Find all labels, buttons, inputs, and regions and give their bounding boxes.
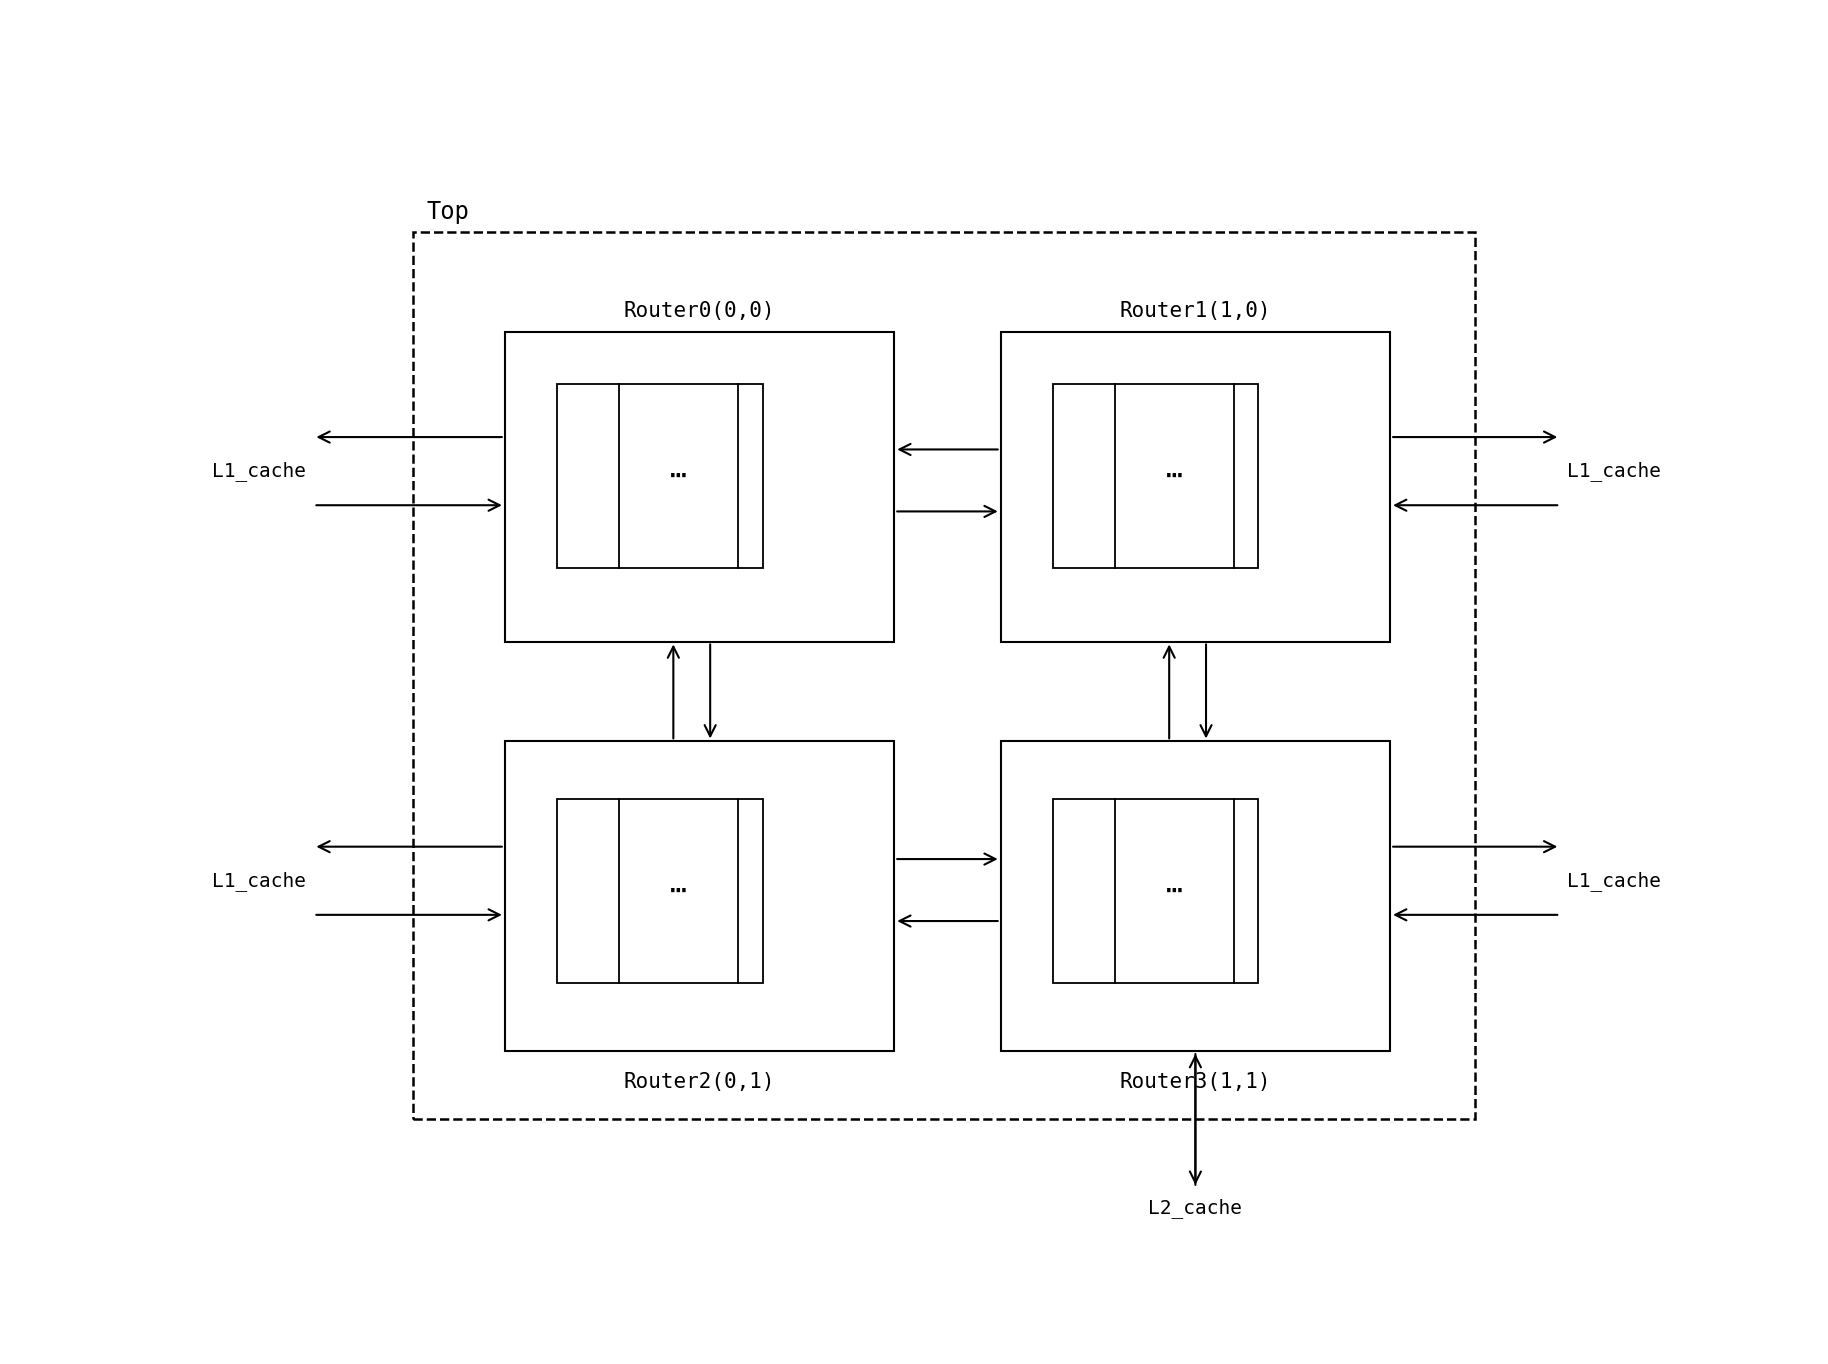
Bar	[1053, 799, 1258, 983]
Bar	[1000, 742, 1391, 1052]
Text: L2_cache: L2_cache	[1148, 1198, 1243, 1218]
Bar	[558, 799, 762, 983]
Bar	[505, 331, 894, 641]
Bar	[1000, 331, 1391, 641]
Text: ⋯: ⋯	[1166, 877, 1183, 904]
Bar	[505, 742, 894, 1052]
Text: ⋯: ⋯	[1166, 462, 1183, 490]
Text: L1_cache: L1_cache	[1567, 870, 1662, 891]
Text: L1_cache: L1_cache	[1567, 461, 1662, 481]
Text: L1_cache: L1_cache	[212, 870, 307, 891]
Text: L1_cache: L1_cache	[212, 461, 307, 481]
Text: Router1(1,0): Router1(1,0)	[1119, 301, 1270, 321]
Bar	[1053, 385, 1258, 567]
Text: Router0(0,0): Router0(0,0)	[623, 301, 775, 321]
Bar	[558, 385, 762, 567]
Text: Router3(1,1): Router3(1,1)	[1119, 1072, 1270, 1093]
Text: ⋯: ⋯	[671, 462, 687, 490]
Text: Router2(0,1): Router2(0,1)	[623, 1072, 775, 1093]
Text: ⋯: ⋯	[671, 877, 687, 904]
Text: Top: Top	[428, 199, 470, 224]
Bar	[413, 232, 1475, 1120]
